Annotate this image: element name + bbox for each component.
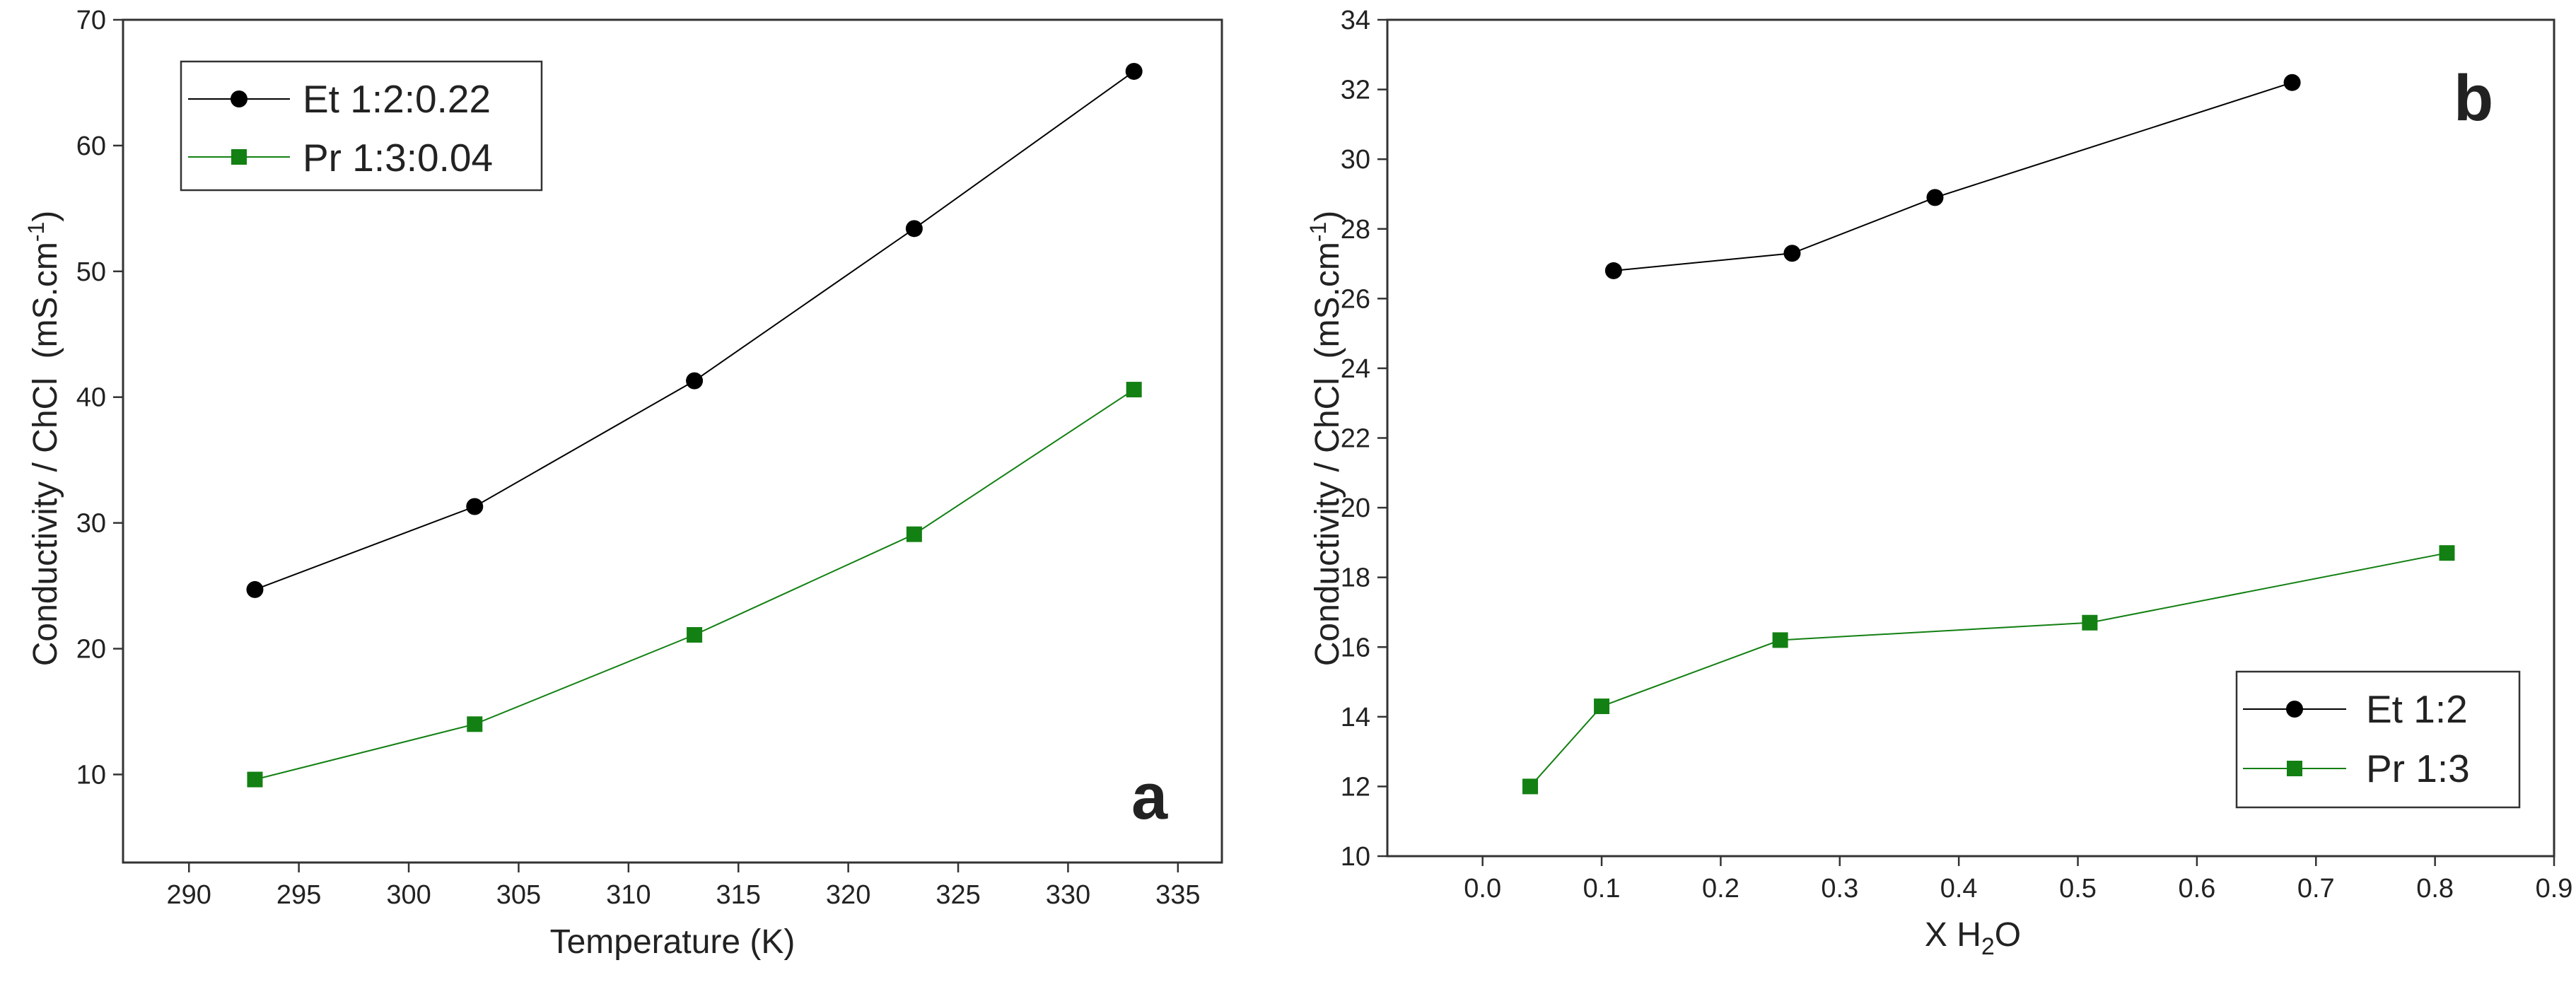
x-axis-title: X H2O <box>1925 916 2021 960</box>
legend-label-pr: Pr 1:3 <box>2366 747 2470 790</box>
y-tick-label: 12 <box>1341 772 1370 802</box>
data-point <box>1926 189 1944 206</box>
x-tick-label: 300 <box>386 880 431 910</box>
data-point <box>247 771 263 788</box>
legend-marker-et <box>231 90 247 107</box>
y-axis-title: Conductivity / ChCl (mS.cm-1) <box>1305 211 1346 667</box>
data-point <box>467 716 483 732</box>
y-tick-label: 26 <box>1341 284 1370 314</box>
y-tick-label: 10 <box>76 760 106 790</box>
data-point <box>1522 778 1539 795</box>
y-axis-title: Conductivity / ChCl (mS.cm-1) <box>23 211 64 667</box>
data-point <box>1594 698 1610 715</box>
y-axis-title-sup: -1 <box>23 222 49 242</box>
y-tick-label: 22 <box>1341 424 1370 454</box>
x-tick-label: 305 <box>496 880 541 910</box>
x-tick-label: 0.4 <box>1940 874 1978 904</box>
legend-label-et: Et 1:2 <box>2366 687 2468 731</box>
data-point <box>1772 632 1788 648</box>
data-point <box>905 220 923 238</box>
x-tick-label: 335 <box>1155 880 1200 910</box>
y-tick-label: 28 <box>1341 215 1370 245</box>
y-tick-label: 24 <box>1341 354 1370 384</box>
y-axis-title-units: (mS.cm <box>1309 242 1346 358</box>
legend-box <box>180 60 543 192</box>
series-line <box>1613 81 2292 271</box>
y-tick-label: 50 <box>76 257 106 287</box>
x-axis-title-pre: X H <box>1925 916 1981 954</box>
x-tick-label: 0.3 <box>1821 874 1858 904</box>
chart-a: 290 295 300 305 310 315 320 325 330 335 10 20 30 40 50… <box>23 6 1223 961</box>
x-tick-label: 295 <box>276 880 321 910</box>
legend-label-et: Et 1:2:0.22 <box>303 77 491 121</box>
x-tick-label: 325 <box>936 880 980 910</box>
x-tick-label: 0.2 <box>1702 874 1739 904</box>
y-tick-label: 70 <box>76 6 106 35</box>
legend-marker-pr <box>231 149 247 165</box>
y-tick-label: 20 <box>1341 493 1370 523</box>
data-point <box>686 372 704 390</box>
legend-box <box>2235 670 2521 809</box>
data-point <box>2283 74 2301 91</box>
x-tick-label: 0.0 <box>1464 874 1501 904</box>
x-tick-label: 290 <box>167 880 211 910</box>
x-tick-label: 0.5 <box>2059 874 2097 904</box>
legend-label-pr: Pr 1:3:0.04 <box>303 136 493 180</box>
x-tick-label: 0.7 <box>2297 874 2335 904</box>
data-point <box>1783 245 1801 262</box>
y-tick-label: 18 <box>1341 563 1370 593</box>
data-point <box>246 580 264 598</box>
y-tick-label: 32 <box>1341 76 1370 105</box>
x-axis-title-post: O <box>1995 916 2021 954</box>
legend: Et 1:2 Pr 1:3 <box>2235 670 2521 809</box>
data-point <box>2439 545 2455 561</box>
y-axis-title-sup: -1 <box>1305 222 1331 242</box>
x-tick-label: 330 <box>1046 880 1090 910</box>
x-tick-label: 0.6 <box>2178 874 2215 904</box>
legend-marker-pr <box>2287 761 2302 776</box>
x-tick-label: 0.1 <box>1583 874 1621 904</box>
data-point <box>1126 382 1142 398</box>
x-tick-label: 310 <box>606 880 651 910</box>
y-tick-label: 10 <box>1341 842 1370 872</box>
y-axis-title-close: ) <box>27 211 64 222</box>
data-point <box>1125 62 1143 80</box>
x-tick-label: 320 <box>826 880 870 910</box>
data-point <box>2082 614 2098 631</box>
chart-b: 0.0 0.1 0.2 0.3 0.4 0.5 0.6 0.7 0.8 0.9 10 12 14 16 18… <box>1305 6 2572 960</box>
legend-marker-et <box>2286 701 2303 718</box>
y-tick-label: 16 <box>1341 633 1370 662</box>
legend: Et 1:2:0.22 Pr 1:3:0.04 <box>180 60 543 192</box>
plot-frame <box>122 18 1223 864</box>
y-axis-title-main: Conductivity / ChCl <box>27 378 64 666</box>
data-point <box>466 498 484 515</box>
x-tick-label: 0.9 <box>2536 874 2573 904</box>
y-axis-title-close: ) <box>1309 211 1346 222</box>
x-axis-title: Temperature (K) <box>550 923 795 961</box>
data-point <box>1604 262 1622 279</box>
data-point <box>687 626 703 643</box>
y-tick-label: 34 <box>1341 6 1370 35</box>
x-tick-label: 315 <box>716 880 761 910</box>
panel-letter: b <box>2454 62 2493 134</box>
y-tick-label: 14 <box>1341 703 1370 732</box>
series-line <box>255 389 1135 781</box>
y-tick-label: 20 <box>76 635 106 665</box>
y-tick-label: 40 <box>76 383 106 413</box>
data-point <box>906 526 922 542</box>
y-tick-label: 30 <box>1341 145 1370 175</box>
y-tick-label: 60 <box>76 131 106 161</box>
x-axis-title-sub: 2 <box>1981 933 1995 960</box>
y-axis-title-main: Conductivity / ChCl <box>1309 378 1346 666</box>
y-tick-label: 30 <box>76 509 106 539</box>
panel-letter: a <box>1131 761 1168 833</box>
y-axis-title-units: (mS.cm <box>27 242 64 358</box>
x-tick-label: 0.8 <box>2416 874 2454 904</box>
